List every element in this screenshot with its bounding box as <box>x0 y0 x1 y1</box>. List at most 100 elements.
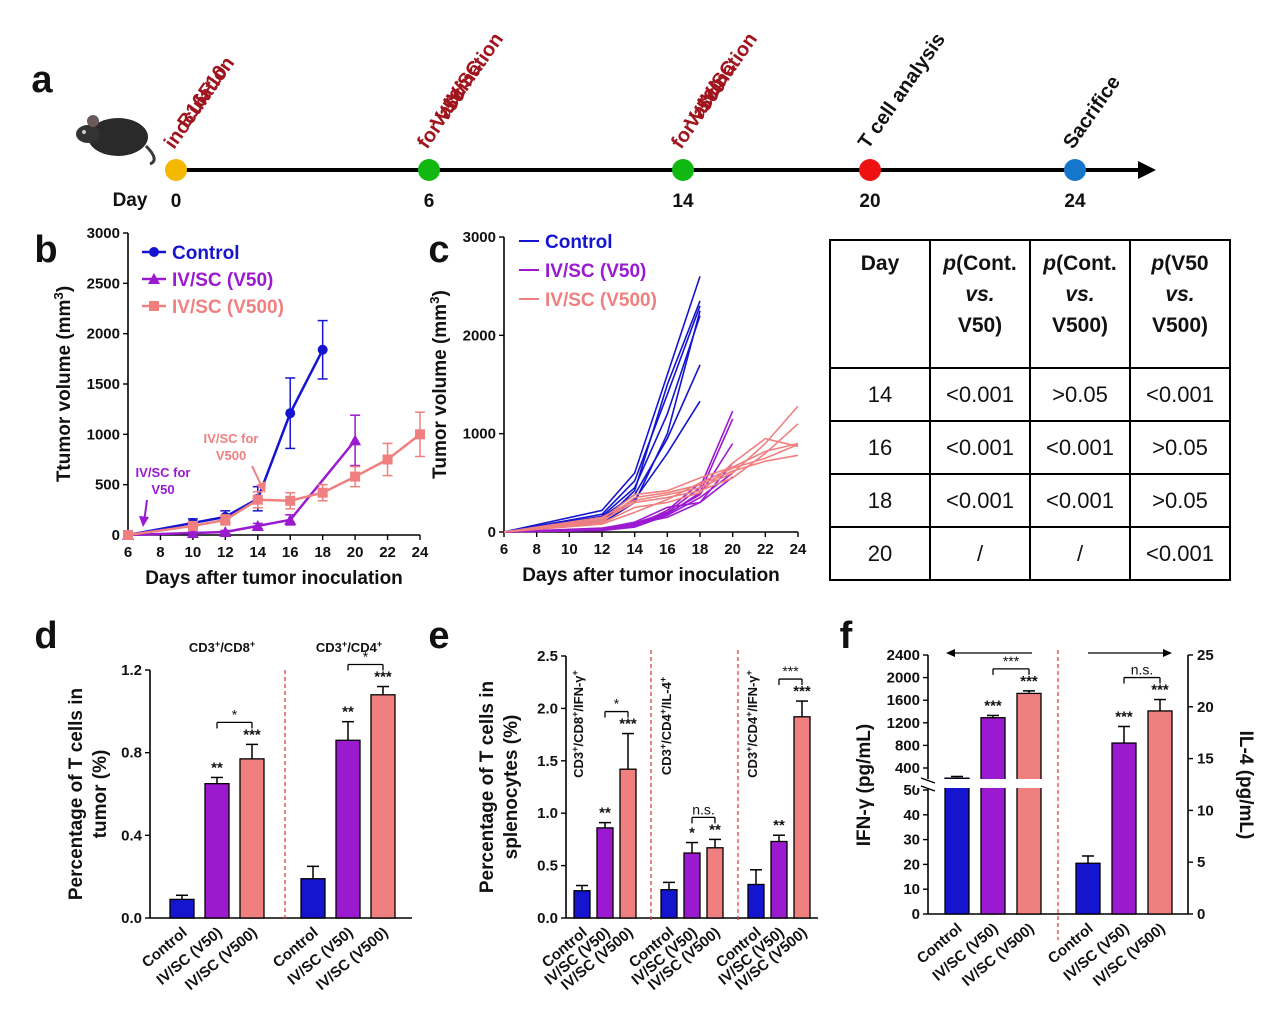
chart-b-ytick-label: 0 <box>112 527 120 544</box>
label-segment: ) <box>430 290 451 296</box>
chart-b-annotation: V50 <box>151 482 174 497</box>
chart-c-animal-curve <box>503 410 734 533</box>
chart-b-xlabel: Days after tumor inoculation <box>145 568 403 589</box>
chart-f-bar <box>980 717 1006 915</box>
chart-e-bar <box>706 847 724 919</box>
label-segment: CD3 <box>189 640 215 655</box>
chart-b-annotation-arrowhead <box>139 516 149 527</box>
pvalue-table-header: V500) <box>1052 314 1108 337</box>
timeline-event-text: Sacrifice <box>1059 72 1125 153</box>
chart-f-right-ylabel: IL-4 (pg/mL) <box>1235 731 1256 840</box>
header-rest: (Cont. <box>956 252 1017 275</box>
chart-b-annotation: IV/SC for <box>204 431 259 446</box>
mouse-head <box>76 125 100 143</box>
chart-e-significance: ** <box>599 805 611 822</box>
pvalue-table-cell: <0.001 <box>946 382 1014 407</box>
superscript: + <box>570 670 580 675</box>
chart-e-ytick-label: 1.0 <box>537 805 558 822</box>
chart-f-left-ytick-label: 30 <box>903 832 920 849</box>
label-segment: Tumor volume (mm <box>430 304 451 479</box>
chart-f-left-ytick-label: 400 <box>895 760 920 777</box>
label-segment: /CD4 <box>745 716 760 746</box>
chart-b-point <box>415 429 425 440</box>
superscript: + <box>570 712 580 717</box>
timeline-event-text: inoculation <box>160 53 239 153</box>
pvalue-table-header: V500) <box>1152 314 1208 337</box>
chart-b-point <box>285 495 296 506</box>
timeline-day-14: 14 <box>672 191 694 212</box>
label-segment: /CD4 <box>347 640 377 655</box>
chart-d-significance: *** <box>243 726 261 743</box>
timeline-marker-day-14 <box>672 159 694 181</box>
panel-label-e: e <box>428 615 449 657</box>
chart-f-axis-break-mark <box>920 785 936 792</box>
chart-f-right-ytick-label: 20 <box>1197 699 1214 716</box>
pvalue-table-cell: 14 <box>868 382 892 407</box>
chart-f-bar <box>1075 862 1101 915</box>
chart-b-legend-marker <box>148 273 160 284</box>
chart-e-ytick-label: 2.5 <box>537 648 558 665</box>
chart-c-animal-curve <box>503 454 799 533</box>
superscript: + <box>658 677 668 682</box>
chart-e-group-label: CD3+/CD4+/IL-4+ <box>658 677 674 775</box>
chart-c-ytick-label: 2000 <box>463 327 496 344</box>
label-segment: CD3 <box>659 749 674 775</box>
chart-c-xtick-label: 8 <box>532 541 540 558</box>
chart-c-ytick-label: 1000 <box>463 426 496 443</box>
chart-d-significance: ** <box>342 704 354 721</box>
chart-e-ytick-label: 0.5 <box>537 858 558 875</box>
chart-f-bracket-label: *** <box>1003 653 1020 669</box>
chart-b-point <box>187 520 198 531</box>
superscript: + <box>342 639 347 649</box>
chart-c-animal-curve <box>503 437 799 533</box>
mouse-eye <box>82 130 86 134</box>
chart-c-animal-curve <box>503 467 733 533</box>
chart-e-significance: ** <box>773 817 785 834</box>
chart-d-bar <box>239 758 265 919</box>
timeline-marker-day-20 <box>859 159 881 181</box>
chart-b-point <box>350 471 361 482</box>
chart-c-legend-label: IV/SC (V50) <box>545 261 646 282</box>
superscript: + <box>377 639 382 649</box>
chart-e-significance: *** <box>619 716 637 733</box>
panel-label-f: f <box>840 615 853 657</box>
italic-p: p <box>1042 252 1056 275</box>
chart-d-bracket-label: * <box>363 649 369 665</box>
chart-b-xtick-label: 16 <box>282 544 299 561</box>
chart-e-group-label: CD3+/CD8+/IFN-γ+ <box>570 670 586 778</box>
chart-f-left-ytick-label: 2400 <box>887 647 920 664</box>
chart-f-bar <box>944 777 970 915</box>
label-segment: ) <box>54 286 75 292</box>
chart-f-significance: *** <box>984 697 1002 714</box>
chart-f-right-ytick-label: 10 <box>1197 802 1214 819</box>
chart-b-point <box>285 408 296 419</box>
chart-f-left-arrowhead <box>946 649 955 657</box>
chart-c-animal-curve <box>503 443 799 533</box>
chart-b-point <box>219 525 232 537</box>
label-segment: /CD8 <box>220 640 250 655</box>
chart-c-animal-curve <box>503 310 701 533</box>
chart-f-right-arrowhead <box>1163 649 1172 657</box>
pvalue-table-cell: >0.05 <box>1052 382 1108 407</box>
chart-b-xtick-label: 6 <box>124 544 132 561</box>
chart-e-bar <box>793 716 811 919</box>
pvalue-table-header: V50) <box>958 314 1002 337</box>
timeline-day-0: 0 <box>171 191 182 212</box>
chart-f-bar <box>1111 742 1137 915</box>
label-segment: CD3 <box>571 752 586 778</box>
superscript: + <box>250 639 255 649</box>
chart-f-left-ytick-label: 1600 <box>887 692 920 709</box>
pvalue-table-cell: >0.05 <box>1152 488 1208 513</box>
chart-b-xtick-label: 24 <box>412 544 429 561</box>
timeline-marker-day-0 <box>165 159 187 181</box>
chart-d-ylabel: Percentage of T cells in <box>66 688 87 900</box>
chart-b-point <box>317 487 328 498</box>
chart-b-xtick-label: 8 <box>156 544 164 561</box>
mouse-ear <box>87 115 99 127</box>
superscript: + <box>658 744 668 749</box>
chart-c-xlabel: Days after tumor inoculation <box>522 565 780 586</box>
chart-e-bracket-label: n.s. <box>692 801 715 817</box>
chart-e-bracket-label: *** <box>782 663 799 679</box>
label-segment: CD3 <box>316 640 342 655</box>
